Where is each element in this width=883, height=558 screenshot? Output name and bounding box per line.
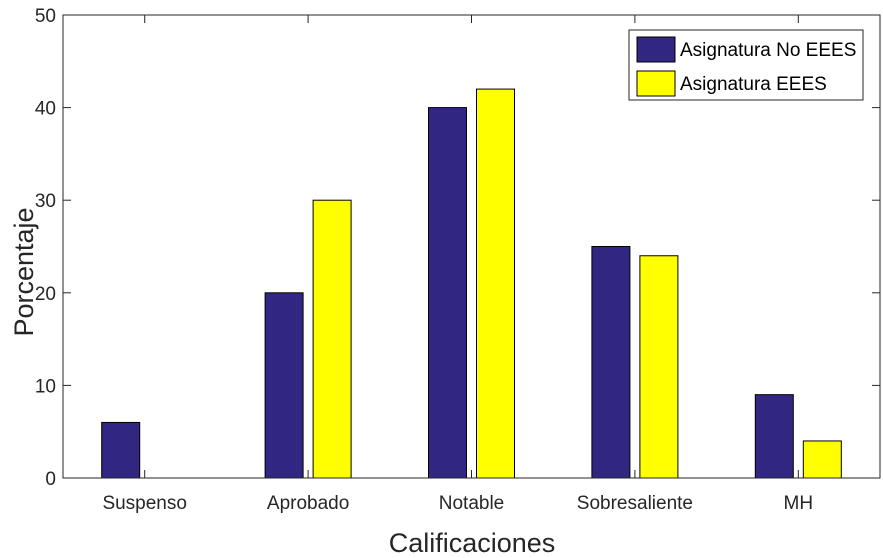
- y-tick-label: 20: [35, 284, 56, 305]
- legend-swatch-series-1: [636, 36, 676, 63]
- bar-sobresaliente-series-2: [639, 255, 679, 479]
- bar-aprobado-series-1: [264, 292, 304, 479]
- legend: Asignatura No EEES Asignatura EEES: [628, 29, 864, 101]
- bar-notable-series-1: [428, 107, 467, 479]
- x-tick-label: Notable: [439, 493, 505, 514]
- legend-label-series-2: Asignatura EEES: [680, 74, 827, 95]
- x-tick-label: Sobresaliente: [577, 493, 693, 514]
- bar-notable-series-2: [476, 88, 515, 479]
- x-axis-label: Calificaciones: [389, 528, 556, 558]
- y-tick-label: 10: [35, 376, 56, 397]
- bars-layer: [101, 88, 842, 479]
- bar-sobresaliente-series-1: [591, 246, 631, 479]
- y-tick-label: 40: [35, 99, 56, 120]
- y-tick-label: 50: [35, 6, 56, 27]
- bar-mh-series-2: [802, 440, 842, 479]
- x-tick-label: MH: [784, 493, 814, 514]
- y-ticks: 0 10 20 30 40 50: [35, 6, 880, 490]
- x-tick-label: Aprobado: [267, 493, 349, 514]
- bar-suspenso-series-1: [101, 421, 141, 479]
- legend-swatch-series-2: [636, 70, 676, 97]
- y-tick-label: 0: [45, 469, 56, 490]
- bar-aprobado-series-2: [312, 199, 352, 479]
- y-axis-label: Porcentaje: [9, 207, 39, 336]
- x-tick-label: Suspenso: [102, 493, 187, 514]
- y-tick-label: 30: [35, 191, 56, 212]
- legend-label-series-1: Asignatura No EEES: [680, 40, 856, 61]
- bar-mh-series-1: [754, 394, 794, 479]
- x-ticks: Suspenso Aprobado Notable Sobresaliente MH: [102, 15, 813, 514]
